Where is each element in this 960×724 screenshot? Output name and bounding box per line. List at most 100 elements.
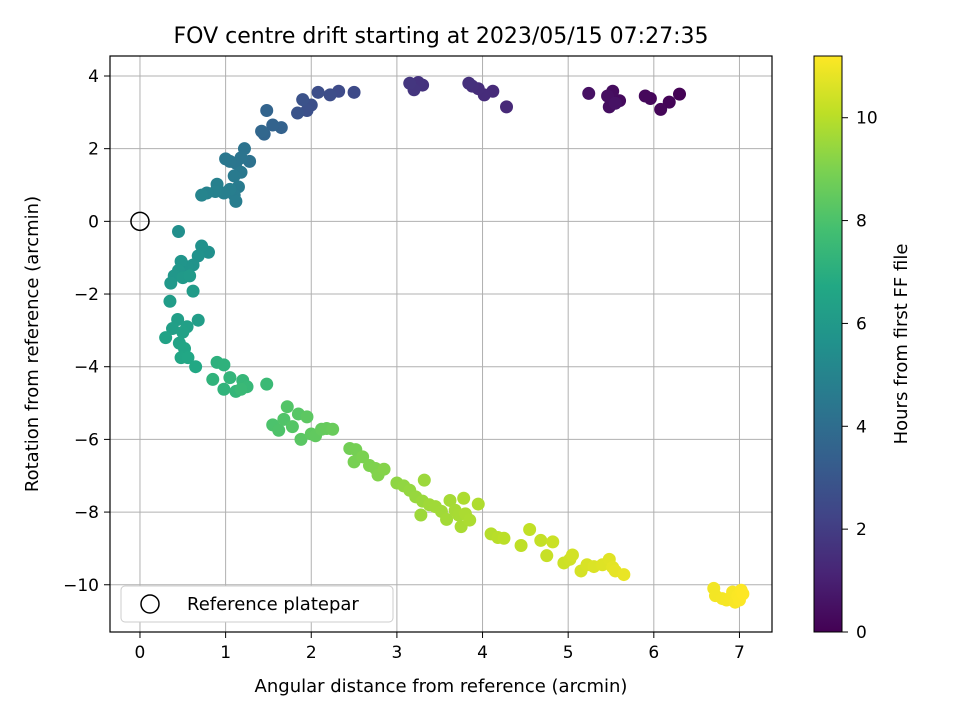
y-axis-ticks: −10 −8 −6 −4 −2 0 2 4 (63, 67, 110, 596)
data-point (186, 284, 200, 298)
data-point (736, 587, 750, 601)
y-tick-label: 2 (88, 140, 99, 160)
y-tick-label: −2 (74, 285, 99, 305)
data-point (471, 497, 485, 511)
x-tick-label: 6 (648, 643, 659, 663)
data-point (523, 523, 537, 537)
x-tick-label: 4 (477, 643, 488, 663)
data-point (347, 85, 361, 99)
data-point (277, 412, 291, 426)
y-tick-label: −10 (63, 576, 99, 596)
colorbar-tick-label: 8 (856, 212, 867, 232)
x-tick-label: 5 (563, 643, 574, 663)
data-point (227, 169, 241, 183)
data-point (164, 276, 178, 290)
data-point (662, 95, 676, 109)
data-point (546, 535, 560, 549)
data-point (172, 225, 186, 239)
data-point (206, 372, 220, 386)
y-tick-label: −4 (74, 358, 99, 378)
data-point (181, 351, 195, 365)
data-point (176, 325, 190, 339)
data-point (403, 76, 417, 90)
data-point (255, 124, 269, 138)
data-point (300, 410, 314, 424)
reference-marker (130, 211, 150, 232)
data-point (326, 422, 340, 436)
grid-lines (110, 56, 772, 632)
reference-platepar-marker (130, 211, 150, 232)
y-tick-label: −6 (74, 430, 99, 450)
data-point (260, 377, 274, 391)
data-point (534, 533, 548, 547)
data-point (457, 491, 471, 505)
colorbar-tick-label: 10 (856, 109, 878, 129)
legend-box (120, 585, 394, 623)
data-point (229, 194, 243, 208)
data-point (356, 450, 370, 464)
data-point (417, 473, 431, 487)
data-point (440, 512, 454, 526)
data-point (217, 382, 231, 396)
y-tick-label: 0 (88, 212, 99, 232)
colorbar-ticks: 0 2 4 6 8 10 (842, 109, 878, 643)
colorbar: 0 2 4 6 8 10 Hours from first FF file (813, 55, 912, 643)
data-point (463, 513, 477, 527)
colorbar-label: Hours from first FF file (891, 244, 912, 445)
data-point (217, 358, 231, 372)
data-point (272, 423, 286, 437)
legend-reference-icon (140, 594, 160, 614)
x-axis-ticks: 0 1 2 3 4 5 6 7 (135, 632, 745, 663)
x-tick-label: 1 (220, 643, 231, 663)
data-point (266, 118, 280, 132)
data-point (540, 549, 554, 563)
data-point (191, 313, 205, 327)
chart-title: FOV centre drift starting at 2023/05/15 … (174, 24, 709, 49)
data-point (582, 86, 596, 100)
x-tick-label: 2 (306, 643, 317, 663)
data-point (377, 462, 391, 476)
legend-reference-label: Reference platepar (187, 594, 359, 615)
data-point (638, 89, 652, 103)
y-tick-label: −8 (74, 503, 99, 523)
data-point (285, 420, 299, 434)
data-point (311, 85, 325, 99)
scatter-points (159, 76, 750, 609)
data-point (497, 531, 511, 545)
colorbar-gradient (813, 55, 843, 633)
data-point (260, 104, 274, 118)
data-point (608, 96, 622, 110)
plot-frame (109, 55, 773, 633)
data-point (163, 294, 177, 308)
colorbar-tick-label: 6 (856, 314, 867, 334)
data-point (223, 371, 237, 385)
data-point (159, 331, 173, 345)
data-point (219, 152, 233, 166)
y-axis-label: Rotation from reference (arcmin) (22, 196, 43, 492)
data-point (323, 88, 337, 102)
data-point (234, 382, 248, 396)
colorbar-tick-label: 4 (856, 417, 867, 437)
x-tick-label: 3 (391, 643, 402, 663)
data-point (294, 432, 308, 446)
data-point (673, 87, 687, 101)
data-point (195, 188, 209, 202)
data-point (280, 400, 294, 414)
x-tick-label: 0 (135, 643, 146, 663)
data-point (500, 100, 514, 114)
legend: Reference platepar (120, 585, 394, 623)
data-point (514, 539, 528, 553)
data-point (654, 102, 668, 116)
data-point (189, 360, 203, 374)
data-point (195, 239, 209, 253)
colorbar-tick-label: 2 (856, 520, 867, 540)
data-point (183, 269, 197, 283)
colorbar-tick-label: 0 (856, 623, 867, 643)
data-point (617, 568, 631, 582)
data-point (443, 493, 457, 507)
y-tick-label: 4 (88, 67, 99, 87)
data-point (565, 548, 579, 562)
data-point (462, 76, 476, 90)
data-point (166, 322, 180, 336)
